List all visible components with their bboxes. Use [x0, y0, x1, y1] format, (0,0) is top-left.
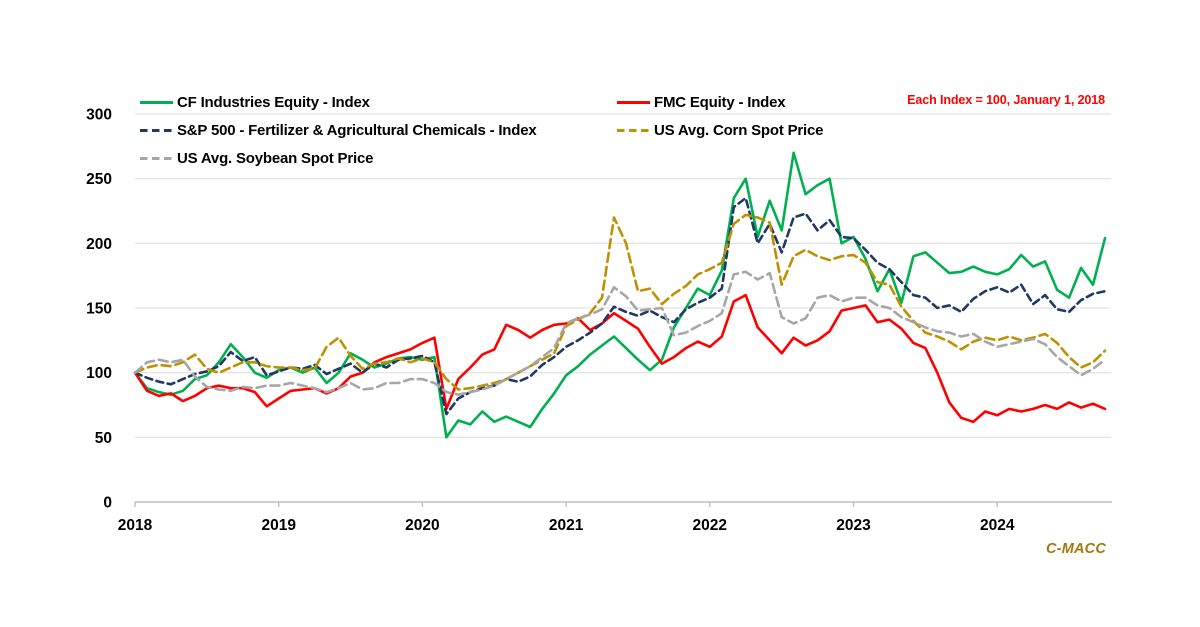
y-axis-label-0: 0	[103, 495, 112, 512]
x-axis-label-2023: 2023	[836, 517, 871, 534]
series-line-fmc-equity	[133, 293, 1107, 424]
y-axis-label-250: 250	[86, 171, 112, 188]
cmacc-watermark: C-MACC	[1046, 541, 1106, 557]
y-axis-label-300: 300	[86, 107, 112, 124]
series-line-us-avg-corn-spot	[133, 213, 1107, 391]
y-axis-label-150: 150	[86, 301, 112, 318]
x-axis-label-2018: 2018	[118, 517, 153, 534]
x-axis-label-2020: 2020	[405, 517, 439, 534]
series-line-us-avg-soybean-spot	[133, 270, 1107, 397]
y-axis-label-100: 100	[86, 365, 112, 382]
x-axis-label-2021: 2021	[549, 517, 584, 534]
x-axis-label-2024: 2024	[980, 517, 1015, 534]
x-axis-label-2019: 2019	[261, 517, 296, 534]
x-axis-label-2022: 2022	[693, 517, 727, 534]
y-axis-label-200: 200	[86, 236, 112, 253]
y-axis-label-50: 50	[95, 430, 112, 447]
index-base-note: Each Index = 100, January 1, 2018	[907, 93, 1105, 107]
series-line-cf-industries-equity	[133, 151, 1107, 439]
